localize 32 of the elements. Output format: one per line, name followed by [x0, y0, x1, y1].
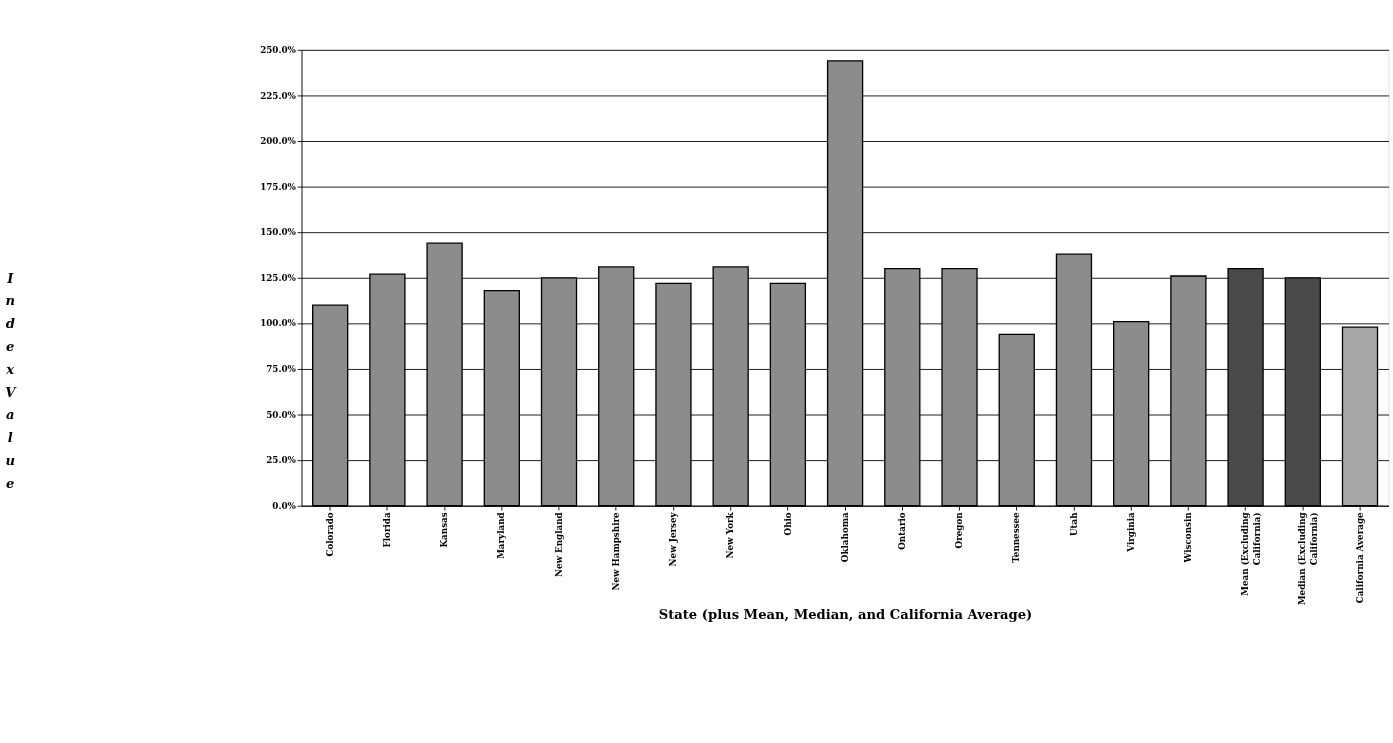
y-tick-label: 50.0%	[266, 409, 297, 420]
y-tick-label: 25.0%	[266, 455, 297, 466]
x-tick-label: Wisconsin	[1183, 511, 1193, 564]
x-tick-label: New England	[553, 512, 564, 578]
x-tick-label: Florida	[382, 512, 393, 548]
x-tick-label: Utah	[1068, 511, 1079, 537]
x-tick-label: Ohio	[782, 512, 793, 536]
x-tick-label: New Jersey	[668, 511, 679, 567]
x-tick-label: Tennessee	[1011, 511, 1022, 563]
x-tick-label: California Average	[1354, 511, 1365, 604]
text: Index Value	[5, 270, 16, 491]
x-tick-label: Virginia	[1125, 512, 1136, 553]
x-tick-label: Mean (Excluding California)	[1240, 512, 1262, 596]
y-tick-label: 100.0%	[260, 318, 297, 329]
x-tick-label: Colorado	[324, 512, 335, 557]
x-tick-label: Kansas	[439, 512, 450, 548]
x-tick-label: Median (Excluding California)	[1297, 512, 1319, 606]
x-tick-label: New York	[725, 511, 736, 559]
x-tick-label: Oregon	[954, 511, 965, 549]
y-tick-label: 250.0%	[260, 44, 297, 55]
y-tick-label: 225.0%	[260, 90, 297, 101]
y-tick-label: 200.0%	[260, 136, 297, 147]
x-tick-label: Ontario	[896, 512, 907, 550]
x-tick-label: New Hampshire	[610, 511, 621, 591]
y-tick-label: 150.0%	[260, 227, 297, 238]
y-tick-label: 175.0%	[260, 181, 297, 192]
x-tick-label: Maryland	[496, 512, 507, 559]
y-tick-label: 75.0%	[266, 364, 297, 375]
x-tick-label: Oklahoma	[839, 512, 850, 563]
y-tick-label: 125.0%	[260, 272, 297, 283]
y-tick-label: 0.0%	[272, 500, 297, 511]
x-axis-title: State (plus Mean, Median, and California Average)	[658, 607, 1033, 623]
